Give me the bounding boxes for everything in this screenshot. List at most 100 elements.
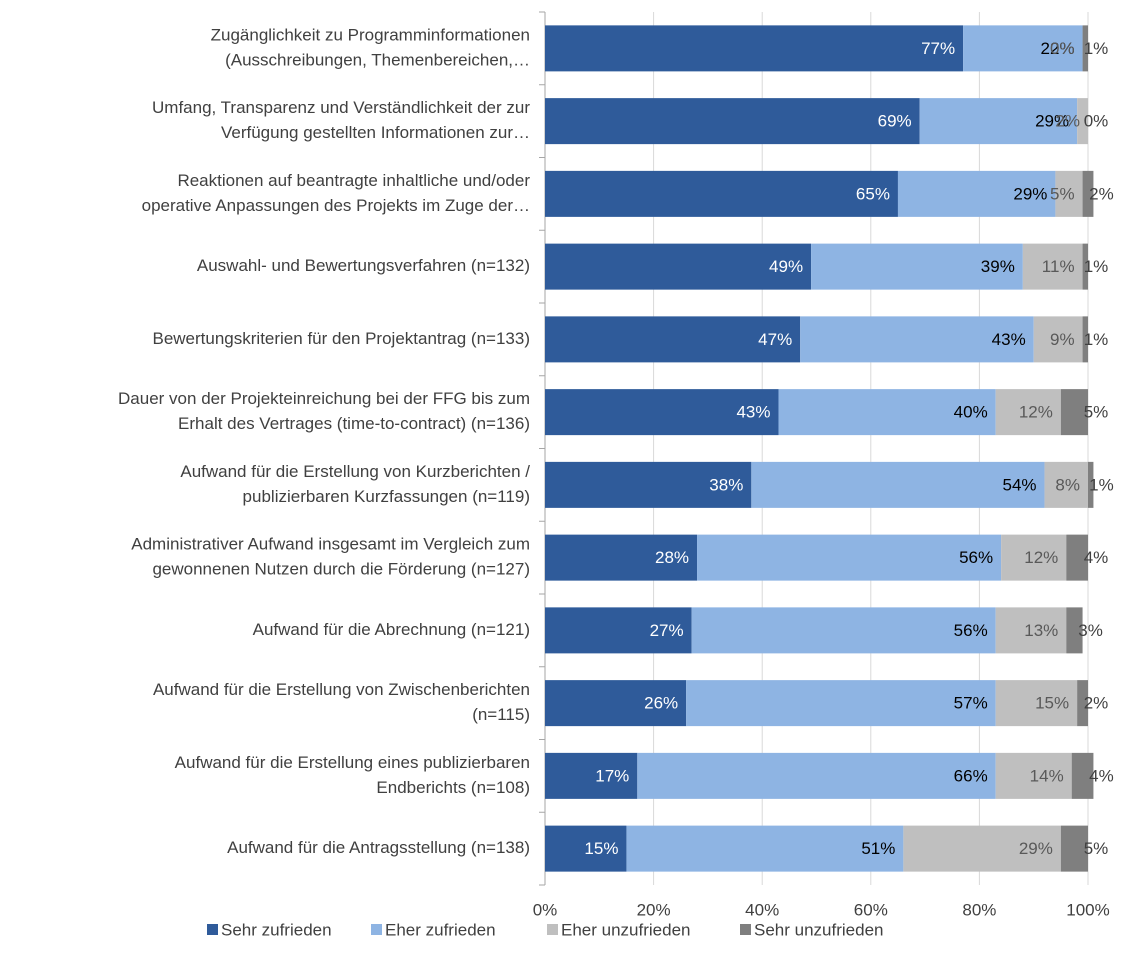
data-label: 40% <box>954 403 988 422</box>
bar-segment <box>995 607 1067 654</box>
x-tick-label: 20% <box>637 900 671 919</box>
data-label: 43% <box>992 330 1026 349</box>
bar-segment <box>1082 243 1088 290</box>
bar-segment <box>637 752 996 799</box>
category-label: Verfügung gestellten Informationen zur… <box>221 123 530 142</box>
data-label: 56% <box>954 621 988 640</box>
legend-label: Eher unzufrieden <box>561 920 690 939</box>
data-label: 12% <box>1024 548 1058 567</box>
bar-segment <box>545 461 752 508</box>
data-label: 15% <box>584 839 618 858</box>
data-label: 14% <box>1030 766 1064 785</box>
category-label: Erhalt des Vertrages (time-to-contract) … <box>178 414 530 433</box>
bar-segment <box>545 389 779 436</box>
category-label: (Ausschreibungen, Themenbereichen,… <box>225 50 530 69</box>
data-label: 39% <box>981 257 1015 276</box>
data-label: 17% <box>595 766 629 785</box>
x-tick-label: 60% <box>854 900 888 919</box>
bar-segment <box>545 98 920 145</box>
data-label: 2% <box>1084 694 1109 713</box>
data-label: 1% <box>1084 39 1109 58</box>
category-label: publizierbaren Kurzfassungen (n=119) <box>243 487 530 506</box>
category-label: gewonnenen Nutzen durch die Förderung (n… <box>152 560 530 579</box>
category-label: Administrativer Aufwand insgesamt im Ver… <box>131 535 530 554</box>
bar-segment <box>963 25 1083 72</box>
bar-segment <box>1033 316 1083 363</box>
data-label: 26% <box>644 694 678 713</box>
bar-segment <box>545 316 801 363</box>
data-label: 5% <box>1084 839 1109 858</box>
bar-segment <box>811 243 1023 290</box>
bar-segment <box>1088 461 1094 508</box>
category-label: Umfang, Transparenz und Verständlichkeit… <box>152 98 530 117</box>
bar-segment <box>545 752 638 799</box>
data-label: 3% <box>1078 621 1103 640</box>
data-label: 43% <box>736 403 770 422</box>
data-label: 56% <box>959 548 993 567</box>
data-label: 1% <box>1084 330 1109 349</box>
category-label: Zugänglichkeit zu Programminformationen <box>211 25 530 44</box>
data-label: 11% <box>1042 257 1075 276</box>
bar-segment <box>1044 461 1088 508</box>
bar-segment <box>1022 243 1083 290</box>
data-label: 13% <box>1024 621 1058 640</box>
data-label: 8% <box>1055 475 1080 494</box>
data-label: 27% <box>650 621 684 640</box>
bar-segment <box>1082 316 1088 363</box>
data-label: 12% <box>1019 403 1053 422</box>
category-label: (n=115) <box>472 705 530 724</box>
legend-swatch <box>547 924 558 935</box>
data-label: 4% <box>1084 548 1109 567</box>
legend-label: Sehr zufrieden <box>221 920 332 939</box>
bar-segment <box>686 680 996 727</box>
bar-segment <box>1077 98 1088 145</box>
bar-segment <box>995 752 1072 799</box>
data-label: 57% <box>954 694 988 713</box>
bar-segment <box>1060 389 1088 436</box>
data-label: 29% <box>1035 112 1069 131</box>
bar-segment <box>1055 170 1083 217</box>
data-label: 9% <box>1050 330 1075 349</box>
bar-segment <box>545 170 898 217</box>
category-label: Dauer von der Projekteinreichung bei der… <box>118 389 530 408</box>
data-label: 29% <box>1013 184 1047 203</box>
bar-segment <box>545 607 692 654</box>
data-label: 0% <box>1084 112 1109 131</box>
category-label: Aufwand für die Abrechnung (n=121) <box>253 620 530 639</box>
bar-segment <box>545 243 812 290</box>
category-label: Endberichts (n=108) <box>376 778 530 797</box>
category-label: Aufwand für die Erstellung von Kurzberic… <box>180 462 530 481</box>
bar-segment <box>903 825 1061 872</box>
bar-segment <box>545 534 698 581</box>
category-label: Aufwand für die Erstellung eines publizi… <box>175 753 530 772</box>
data-label: 0% <box>1050 39 1075 58</box>
bar-segment <box>691 607 996 654</box>
legend-label: Sehr unzufrieden <box>754 920 883 939</box>
bar-segment <box>545 825 627 872</box>
data-label: 29% <box>1019 839 1053 858</box>
data-label: 1% <box>1089 475 1114 494</box>
data-label: 47% <box>758 330 792 349</box>
bar-segment <box>1060 825 1088 872</box>
category-label: operative Anpassungen des Projekts im Zu… <box>142 196 530 215</box>
data-label: 1% <box>1084 257 1109 276</box>
bar-segment <box>626 825 904 872</box>
bar-segment <box>545 25 964 72</box>
bar-segment <box>1082 170 1094 217</box>
bar-segment <box>1066 534 1088 581</box>
data-label: 15% <box>1035 694 1069 713</box>
x-tick-label: 80% <box>962 900 996 919</box>
bar-segment <box>897 170 1056 217</box>
data-label: 28% <box>655 548 689 567</box>
legend-swatch <box>207 924 218 935</box>
bar-segment <box>1077 680 1088 727</box>
category-label: Bewertungskriterien für den Projektantra… <box>152 329 530 348</box>
data-label: 2% <box>1055 112 1080 131</box>
legend-swatch <box>371 924 382 935</box>
category-label: Aufwand für die Erstellung von Zwischenb… <box>153 680 530 699</box>
data-label: 5% <box>1084 403 1109 422</box>
bar-segment <box>1082 25 1088 72</box>
bar-segment <box>995 389 1061 436</box>
data-label: 66% <box>954 766 988 785</box>
